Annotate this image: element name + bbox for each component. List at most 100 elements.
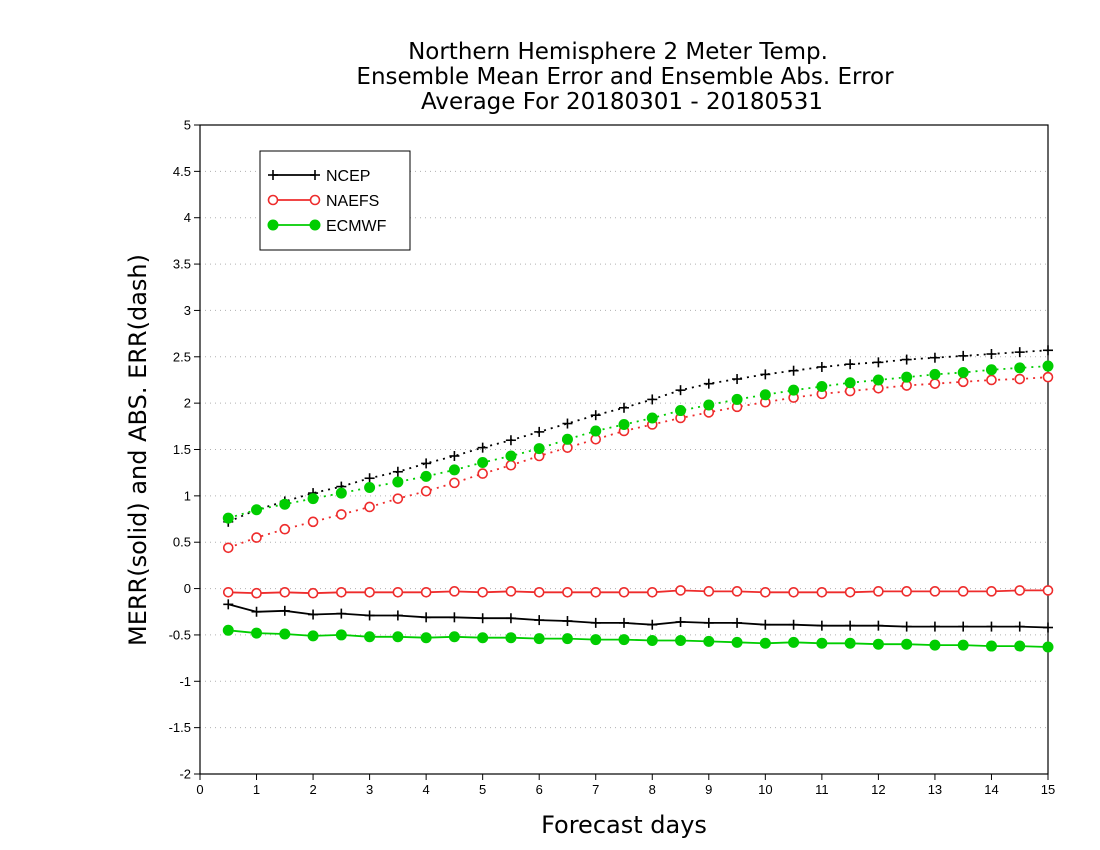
ncep-mean-error-point: [1043, 622, 1053, 633]
ecmwf-mean-error-point: [533, 633, 545, 645]
ecmwf-mean-error-point: [392, 631, 404, 643]
naefs-mean-error-point: [816, 586, 828, 598]
legend-item-naefs: NAEFS: [267, 193, 379, 210]
naefs-mean-error-point: [901, 586, 912, 597]
ncep-abs-error-point: [619, 402, 629, 413]
ncep-abs-error-point: [986, 349, 997, 360]
naefs-mean-error-point: [703, 586, 715, 597]
legend-marker: [268, 170, 278, 180]
ecmwf-abs-error-point: [872, 374, 884, 386]
ecmwf-abs-error-point: [392, 476, 404, 488]
ecmwf-mean-error-point: [590, 634, 602, 646]
ecmwf-mean-error-point: [646, 634, 658, 646]
naefs-abs-error-point: [336, 509, 347, 520]
naefs-mean-error-point: [533, 586, 545, 598]
title-line-1: Northern Hemisphere 2 Meter Temp.: [408, 39, 828, 65]
naefs-mean-error-point: [505, 586, 517, 597]
ncep-mean-error-point: [901, 621, 912, 632]
ecmwf-mean-error-point: [957, 639, 969, 651]
legend-marker: [309, 219, 321, 231]
naefs-mean-error-point: [1014, 585, 1026, 596]
ecmwf-abs-error-point: [279, 498, 291, 510]
naefs-abs-error-point: [957, 376, 969, 388]
ecmwf-mean-error-point: [420, 632, 432, 644]
ncep-abs-error-point: [421, 458, 432, 469]
naefs-mean-error-point: [279, 586, 291, 598]
x-tick-label: 0: [196, 782, 203, 797]
ecmwf-mean-error-point: [816, 637, 828, 649]
ecmwf-mean-error-point: [1014, 640, 1026, 652]
ecmwf-abs-error-point: [731, 393, 743, 405]
ecmwf-mean-error-point: [731, 636, 743, 648]
naefs-mean-error-point: [336, 586, 347, 598]
y-tick-label: 0.5: [173, 535, 191, 550]
naefs-mean-error-line: [228, 589, 1048, 595]
series-naefs: [222, 371, 1054, 599]
legend-item-ecmwf: ECMWF: [267, 218, 387, 235]
ecmwf-mean-error-point: [901, 638, 913, 650]
ncep-abs-error-point: [392, 466, 403, 477]
ecmwf-mean-error-point: [675, 634, 687, 646]
ecmwf-mean-error-point: [279, 628, 291, 640]
ncep-mean-error-point: [449, 612, 460, 623]
ecmwf-mean-error-point: [844, 637, 856, 649]
ncep-abs-error-point: [534, 426, 545, 437]
legend-marker: [309, 194, 321, 206]
ecmwf-mean-error-point: [505, 632, 517, 644]
ecmwf-mean-error-point: [788, 636, 800, 648]
naefs-mean-error-point: [562, 586, 573, 598]
naefs-mean-error-point: [675, 585, 686, 596]
ncep-mean-error-point: [421, 612, 432, 623]
ncep-mean-error-point: [251, 606, 262, 617]
ncep-mean-error-point: [675, 616, 686, 627]
x-tick-label: 9: [705, 782, 712, 797]
naefs-abs-error-point: [364, 501, 375, 513]
x-axis-title: Forecast days: [541, 811, 707, 839]
legend: NCEP NAEFS ECMWF: [259, 150, 411, 251]
ncep-abs-error-point: [788, 365, 799, 376]
ncep-mean-error-line: [228, 603, 1049, 629]
ecmwf-abs-error-point: [477, 456, 489, 468]
y-tick-labels: -2 -1.5 -1 -0.5 0 0.5 1 1.5 2 2.5 3 3.5 4 4.5 5: [169, 118, 191, 782]
ecmwf-abs-error-point: [929, 368, 941, 380]
ecmwf-mean-error-point: [872, 638, 884, 650]
ncep-abs-error-point: [477, 442, 488, 453]
ncep-mean-error-point: [505, 613, 516, 624]
naefs-abs-error-point: [279, 523, 291, 535]
y-tick-label: 5: [184, 118, 191, 133]
ncep-mean-error-point: [845, 620, 856, 631]
naefs-mean-error-point: [760, 586, 771, 598]
ncep-abs-error-point: [760, 369, 771, 380]
ncep-mean-error-point: [703, 617, 714, 628]
ecmwf-abs-error-point: [1014, 362, 1026, 374]
ncep-mean-error-point: [958, 621, 969, 632]
ecmwf-mean-error-point: [703, 635, 715, 647]
ncep-mean-error-point: [392, 610, 403, 621]
ecmwf-mean-error-line: [228, 629, 1049, 648]
x-tick-label: 10: [758, 782, 772, 797]
ecmwf-mean-error-point: [222, 624, 234, 636]
ncep-mean-error-point: [986, 621, 997, 632]
y-tick-label: -1: [179, 674, 191, 689]
x-tick-label: 14: [984, 782, 998, 797]
naefs-mean-error-point: [929, 586, 941, 597]
legend-marker: [267, 194, 279, 206]
naefs-mean-error-point: [307, 587, 319, 599]
ncep-abs-error-point: [449, 450, 460, 461]
legend-item-ncep: NCEP: [268, 168, 370, 185]
ecmwf-mean-error-point: [985, 640, 997, 652]
ncep-abs-error-point: [873, 357, 884, 368]
naefs-mean-error-point: [222, 586, 234, 598]
ecmwf-abs-error-point: [901, 371, 913, 383]
ecmwf-abs-error-point: [420, 470, 432, 482]
naefs-abs-error-point: [505, 459, 517, 471]
title-line-2: Ensemble Mean Error and Ensemble Abs. Er…: [356, 64, 894, 90]
chart-title: Northern Hemisphere 2 Meter Temp. Ensemb…: [356, 39, 894, 115]
y-tick-label: 4.5: [173, 164, 191, 179]
x-tick-label: 8: [649, 782, 656, 797]
naefs-mean-error-point: [731, 586, 743, 597]
legend-label: ECMWF: [326, 218, 387, 235]
ecmwf-mean-error-point: [251, 627, 263, 639]
ncep-abs-error-point: [732, 374, 743, 385]
